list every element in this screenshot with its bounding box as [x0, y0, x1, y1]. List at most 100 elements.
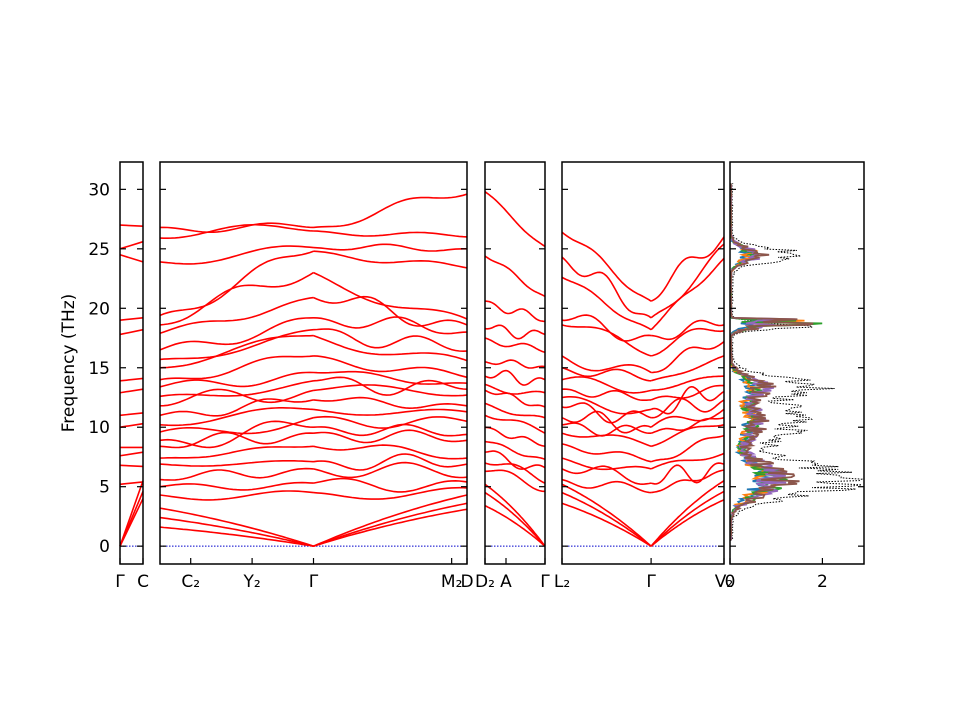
band-line: [561, 396, 652, 415]
y-tick-label: 25: [88, 240, 110, 260]
band-line: [119, 480, 144, 547]
y-tick-label: 5: [99, 478, 110, 498]
band-line: [484, 426, 546, 448]
band-line: [650, 490, 725, 547]
x-tick-label: C: [137, 572, 149, 592]
band-line: [159, 416, 314, 435]
band-line: [561, 465, 652, 486]
band-line: [484, 491, 546, 547]
band-line: [313, 243, 467, 252]
band-line: [650, 385, 725, 415]
x-tick-label: Γ: [646, 572, 656, 592]
band-line: [159, 223, 314, 239]
band-line: [561, 376, 652, 394]
band-line: [650, 236, 725, 302]
band-line: [313, 334, 468, 362]
y-tick-label: 0: [99, 537, 110, 557]
panel-frame: [484, 161, 546, 565]
band-line: [313, 444, 468, 460]
band-line: [313, 355, 468, 379]
band-line: [159, 328, 314, 361]
band-line: [561, 402, 652, 424]
band-line: [159, 490, 314, 501]
band-line: [650, 355, 725, 382]
band-line: [313, 502, 468, 547]
band-line: [484, 337, 546, 354]
band-line: [159, 481, 314, 491]
x-tick-label: M₂: [441, 572, 462, 592]
band-line: [561, 324, 652, 357]
band-line: [313, 250, 468, 269]
band-line: [159, 296, 314, 335]
panel-frame: [561, 161, 725, 565]
band-line: [650, 327, 725, 357]
band-line: [119, 317, 144, 321]
band-line: [159, 245, 314, 265]
band-line: [313, 486, 468, 500]
band-line: [650, 480, 725, 547]
x-tick-label: A: [500, 572, 512, 592]
band-line: [561, 355, 652, 374]
x-tick-label: 0: [725, 572, 736, 592]
band-line: [313, 453, 468, 471]
band-line: [119, 328, 144, 336]
band-line: [119, 451, 144, 457]
band-line: [650, 469, 725, 494]
band-line: [650, 499, 725, 547]
band-line: [561, 502, 652, 547]
band-line: [159, 380, 314, 398]
panel-frame: [119, 161, 144, 565]
band-line: [484, 369, 546, 386]
band-line: [159, 398, 314, 417]
band-line: [159, 334, 314, 369]
band-line: [561, 314, 652, 342]
band-line: [313, 461, 468, 479]
band-line: [313, 295, 468, 327]
band-line: [119, 388, 144, 394]
band-line: [561, 256, 652, 319]
band-line: [313, 477, 468, 493]
band-line: [561, 483, 652, 547]
x-tick-label: V₂: [715, 572, 733, 592]
y-tick-label: 20: [88, 299, 110, 319]
band-line: [313, 415, 468, 429]
band-line: [159, 407, 314, 427]
y-tick-label: 10: [88, 418, 110, 438]
partial-dos-line: [729, 183, 823, 541]
band-line: [159, 460, 314, 467]
band-line: [159, 317, 314, 351]
panel-seg4: L₂ Γ V₂: [554, 161, 733, 592]
x-tick-label: C₂: [181, 572, 200, 592]
band-line: [159, 420, 314, 449]
band-line: [561, 410, 652, 434]
band-line: [313, 384, 468, 397]
band-line: [561, 388, 652, 401]
band-line: [160, 222, 314, 233]
band-line: [485, 300, 546, 323]
band-line: [159, 445, 314, 459]
x-tick-label: Γ: [540, 572, 550, 592]
band-line: [650, 452, 725, 470]
band-line: [313, 271, 468, 320]
band-line: [119, 412, 144, 417]
band-line: [650, 257, 725, 331]
band-line: [484, 383, 546, 395]
band-line: [561, 478, 652, 494]
band-line: [313, 508, 468, 547]
band-line: [561, 491, 652, 547]
band-line: [484, 440, 546, 461]
band-line: [159, 516, 314, 547]
total-dos-line: [729, 183, 864, 547]
band-line: [650, 384, 724, 401]
band-line: [313, 230, 468, 238]
band-line: [650, 434, 725, 463]
band-line: [119, 481, 144, 486]
band-line: [159, 507, 314, 547]
band-line: [313, 408, 468, 416]
band-line: [484, 255, 546, 298]
band-line: [159, 526, 314, 547]
band-line: [159, 371, 314, 388]
x-tick-label: Γ: [115, 572, 125, 592]
